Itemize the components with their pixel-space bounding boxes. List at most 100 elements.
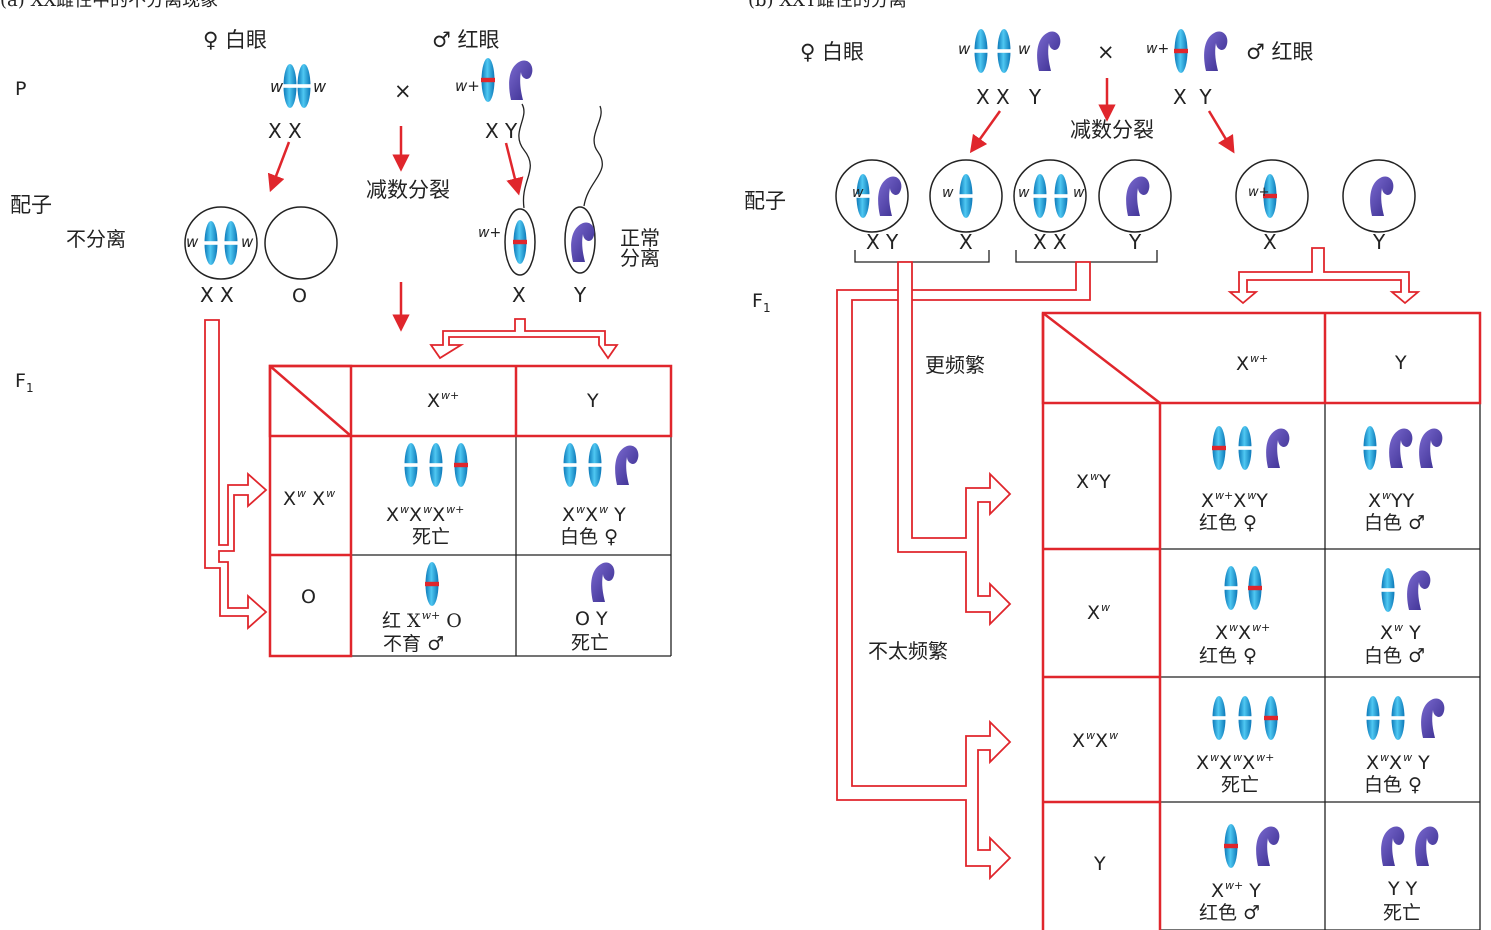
cell-b31-phenotype: 死亡	[1221, 774, 1260, 796]
cell-b31-genotype: XwXwXw+	[1196, 751, 1275, 774]
allele-w-right: w	[313, 77, 327, 96]
col-header-xwplus-b: Xw+	[1236, 352, 1269, 375]
b-g1-w: w	[852, 185, 864, 201]
more-frequent-label: 更频繁	[925, 353, 985, 377]
hollow-arrow-columns-a	[429, 318, 619, 360]
punnett-grid-a	[268, 364, 673, 658]
row-header-xwxw-a: Xw Xw	[283, 487, 336, 510]
row-header-b-3: XwXw	[1072, 729, 1119, 752]
cell-a22-death: 死亡	[571, 632, 610, 654]
row-header-o-a: O	[301, 586, 316, 608]
p-female-genotype-b: X X Y	[976, 85, 1042, 109]
sperm-x	[504, 103, 536, 276]
col-header-xwplus-a: Xw+	[427, 389, 460, 412]
gen-f1-a: F1	[15, 370, 34, 395]
col-header-y-a: Y	[587, 390, 599, 412]
cell-b12-genotype: XwYY	[1368, 489, 1415, 512]
egg-allele-w-right: w	[241, 233, 254, 251]
gamete-xx-label: X X	[200, 283, 234, 307]
panel-a	[184, 58, 673, 658]
arrow-male-gamete	[504, 142, 524, 196]
cell-a12-genotype: XwXw Y	[562, 503, 626, 526]
gamete-x-label-a: X	[512, 283, 526, 307]
b-allele-w-1: w	[958, 40, 971, 58]
gamete-o-label: O	[292, 285, 307, 307]
arrow-female-gamete-b	[969, 110, 1002, 154]
cross-symbol-a: ×	[394, 79, 412, 103]
panel-b	[835, 29, 1482, 930]
b-allele-w-2: w	[1018, 40, 1031, 58]
gen-f1-b: F1	[752, 290, 771, 315]
punnett-grid-b	[1041, 311, 1482, 930]
gamete-b-6: Y	[1373, 230, 1386, 254]
cell-a22-genotype: O Y	[575, 608, 608, 630]
row-header-b-4: Y	[1094, 853, 1106, 875]
hollow-arrow-columns-b	[1227, 247, 1421, 305]
cell-b11-genotype: Xw+XwY	[1201, 489, 1268, 512]
egg-allele-w-left: w	[186, 233, 199, 251]
gen-gamete-a: 配子	[10, 193, 52, 217]
gamete-b-1: X Y	[866, 230, 899, 254]
cell-a21-phenotype: 不育 ♂	[383, 633, 445, 655]
sperm-y	[564, 105, 603, 274]
sperm-allele-wplus: w+	[478, 225, 502, 241]
cell-b21-phenotype: 红色 ♀	[1199, 645, 1257, 667]
cross-symbol-b: ×	[1097, 40, 1115, 64]
gamete-b-5: X	[1263, 230, 1277, 254]
cell-a11-genotype: XwXwXw+	[386, 503, 465, 526]
p-male-genotype-a: X Y	[485, 119, 518, 143]
b-allele-wplus: w+	[1146, 41, 1170, 57]
row-header-b-1: XwY	[1076, 470, 1111, 493]
male-label-b: ♂ 红眼	[1246, 40, 1314, 64]
egg-o	[264, 206, 338, 280]
cell-b41-genotype: Xw+ Y	[1211, 879, 1261, 902]
gamete-y-label-a: Y	[574, 283, 587, 307]
p-male-genotype-b: X Y	[1173, 85, 1212, 109]
allele-wplus-a: w+	[455, 77, 480, 95]
col-header-y-b: Y	[1395, 352, 1407, 374]
panel-b-title: (b) XXY雌性的分离	[748, 0, 907, 11]
p-female-genotype-a: X X	[268, 119, 302, 143]
cell-b22-genotype: Xw Y	[1380, 621, 1421, 644]
cell-b22-phenotype: 白色 ♂	[1364, 645, 1426, 667]
cell-a21-genotype: 红 Xw+ O	[382, 609, 462, 632]
gamete-b-2: X	[959, 230, 973, 254]
b-g2-w: w	[942, 185, 954, 201]
cell-a11-death: 死亡	[412, 526, 451, 548]
female-label-a: ♀ 白眼	[203, 28, 268, 52]
gamete-b-3: X X	[1033, 230, 1067, 254]
cell-b12-phenotype: 白色 ♂	[1364, 512, 1426, 534]
female-label-b: ♀ 白眼	[800, 40, 865, 64]
cell-b32-genotype: XwXw Y	[1366, 751, 1430, 774]
meiosis-label-b: 减数分裂	[1070, 118, 1154, 142]
gamete-b-4: Y	[1129, 230, 1142, 254]
gen-p: P	[15, 78, 27, 100]
cell-b42-phenotype: 死亡	[1383, 902, 1422, 924]
hollow-arrow-rows-a	[204, 319, 268, 631]
allele-w-left: w	[270, 77, 284, 96]
cell-b32-phenotype: 白色 ♀	[1364, 774, 1422, 796]
cell-b42-genotype: Y Y	[1388, 878, 1418, 900]
normal-separation-label: 正常 分离	[620, 226, 660, 270]
egg-xx	[184, 206, 258, 280]
meiosis-label-a: 减数分裂	[366, 178, 450, 202]
p-male-chromosomes-a	[481, 58, 533, 102]
row-header-b-2: Xw	[1087, 601, 1111, 624]
cell-b21-genotype: XwXw+	[1215, 621, 1271, 644]
cell-a12-phenotype: 白色 ♀	[560, 526, 618, 548]
male-label-a: ♂ 红眼	[432, 28, 500, 52]
less-frequent-label: 不太频繁	[868, 639, 948, 663]
b-g3-w1: w	[1018, 185, 1030, 201]
panel-a-title: (a) XX雌性中的不分离现象	[0, 0, 219, 11]
cell-b11-phenotype: 红色 ♀	[1199, 512, 1257, 534]
arrow-female-gamete	[267, 141, 291, 193]
hollow-arrow-more-frequent	[897, 261, 1012, 627]
cell-b41-phenotype: 红色 ♂	[1199, 902, 1261, 924]
b-g3-w2: w	[1073, 185, 1085, 201]
arrow-male-gamete-b	[1207, 110, 1235, 154]
p-female-chromosomes-a	[283, 64, 311, 108]
gen-gamete-b: 配子	[744, 189, 786, 213]
nondisjunction-label: 不分离	[66, 227, 126, 251]
hollow-arrow-less-frequent	[836, 261, 1091, 881]
